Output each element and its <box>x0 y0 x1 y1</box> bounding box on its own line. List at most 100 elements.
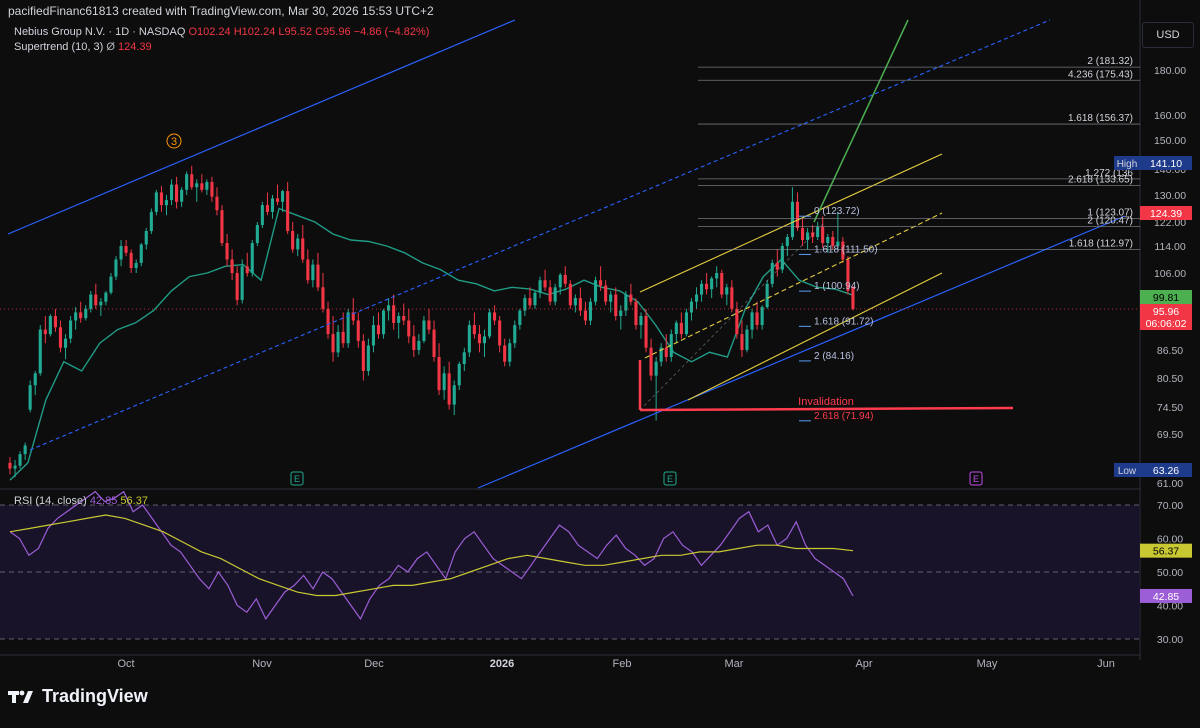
candle-body <box>770 262 774 284</box>
candle-body <box>326 308 330 335</box>
candle-body <box>659 347 663 362</box>
candle-body <box>397 316 401 323</box>
candle-body <box>604 285 608 302</box>
candle-body <box>64 338 68 348</box>
candle-body <box>821 226 825 243</box>
candle-body <box>205 182 209 190</box>
ohlc-close: C95.96 <box>315 26 351 38</box>
high-tag-box <box>1114 156 1140 170</box>
rsi-tick-label: 30.00 <box>1157 634 1183 646</box>
channel-lower-line <box>477 215 1126 489</box>
fib-layer: 2 (181.32) 4.236 (175.43) 1.618 (156.37) 1.… <box>0 56 1140 422</box>
rsi-ma-line <box>9 514 854 597</box>
candle-body <box>447 373 451 405</box>
candle-body <box>215 196 219 211</box>
candle-body <box>543 280 547 288</box>
candle-body <box>28 385 32 410</box>
local-fib-label: 2 (84.16) <box>814 351 854 362</box>
supertrend-legend[interactable]: Supertrend (10, 3) Ø 124.39 <box>14 41 152 53</box>
currency-button[interactable]: USD <box>1142 22 1194 48</box>
supertrend-price-label: 124.39 <box>1150 208 1182 220</box>
candle-body <box>170 184 174 201</box>
candle-body <box>48 316 52 335</box>
candle-body <box>594 280 598 302</box>
candle-body <box>457 364 461 386</box>
candle-body <box>730 287 734 309</box>
candle-body <box>442 373 446 391</box>
last-price-label-box <box>1140 304 1192 318</box>
candle-body <box>144 231 148 245</box>
candle-body <box>614 294 618 316</box>
candle-body <box>175 184 179 202</box>
candle-body <box>346 312 350 344</box>
candle-body <box>119 246 123 260</box>
rsi-layer <box>0 490 1140 640</box>
candle-body <box>846 259 850 291</box>
candle-body <box>245 266 249 274</box>
candle-body <box>508 343 512 362</box>
tradingview-logo[interactable]: TradingView <box>8 686 148 707</box>
candle-body <box>775 262 779 270</box>
candle-body <box>53 316 57 328</box>
candle-body <box>689 301 693 313</box>
rsi-axis-label-box <box>1140 588 1192 603</box>
candle-body <box>493 312 497 321</box>
drawing-layer: 3 Invalidation E E E <box>7 19 1126 489</box>
candle-body <box>84 308 88 319</box>
fib-level-label: 1.618 (156.37) <box>1068 113 1133 124</box>
candle-body <box>376 325 380 335</box>
time-tick-label: Jun <box>1097 658 1115 670</box>
candle-body <box>255 225 259 243</box>
candle-body <box>583 310 587 321</box>
price-tick-label: 130.00 <box>1154 190 1186 202</box>
candle-body <box>780 246 784 270</box>
candle-body <box>684 312 688 335</box>
candle-body <box>700 283 704 295</box>
price-tick-label: 180.00 <box>1154 65 1186 77</box>
candle-body <box>836 241 840 246</box>
rsi-ma-value: 56.37 <box>120 495 148 507</box>
instrument-name: Nebius Group N.V. · 1D · NASDAQ <box>14 26 186 38</box>
rsi-tick-label: 40.00 <box>1157 601 1183 613</box>
supertrend-price-label-box <box>1140 206 1192 220</box>
candle-body <box>270 198 274 212</box>
high-tag-label: High <box>1117 159 1138 170</box>
candle-body <box>392 305 396 323</box>
fib-level-label: 2 (120.47) <box>1087 216 1133 227</box>
candle-body <box>644 316 648 348</box>
candle-body <box>477 334 481 344</box>
rsi-legend[interactable]: RSI (14, close) 42.85 56.37 <box>14 495 148 507</box>
candle-body <box>124 246 128 253</box>
candle-body <box>316 264 320 288</box>
candle-body <box>609 294 613 302</box>
low-price-label: 63.26 <box>1153 465 1179 477</box>
candle-body <box>79 312 83 319</box>
symbol-legend[interactable]: Nebius Group N.V. · 1D · NASDAQ O102.24 … <box>14 26 429 38</box>
candle-body <box>806 232 810 240</box>
fib-level-label: 1.272 (136 <box>1085 168 1133 179</box>
candle-body <box>33 373 37 386</box>
candle-body <box>185 174 189 190</box>
rsi-ma-axis-label: 56.37 <box>1153 546 1179 558</box>
candle-body <box>634 301 638 326</box>
supertrend-name: Supertrend (10, 3) <box>14 41 104 53</box>
candle-body <box>669 334 673 357</box>
candle-body <box>341 331 345 344</box>
candle-body <box>735 308 739 335</box>
candle-body <box>488 312 492 337</box>
earnings-marker-label: E <box>973 474 979 484</box>
candle-body <box>452 385 456 405</box>
low-tag-label: Low <box>1118 466 1137 477</box>
candle-body <box>826 237 830 243</box>
candle-body <box>639 316 643 326</box>
time-tick-label: Oct <box>117 658 134 670</box>
candle-body <box>139 244 143 263</box>
candle-body <box>548 287 552 302</box>
candle-body <box>296 238 300 250</box>
price-tick-label: 160.00 <box>1154 110 1186 122</box>
rsi-line <box>9 490 854 621</box>
candle-body <box>679 322 683 335</box>
local-fib-label: 1.618 (111.50) <box>814 244 878 255</box>
